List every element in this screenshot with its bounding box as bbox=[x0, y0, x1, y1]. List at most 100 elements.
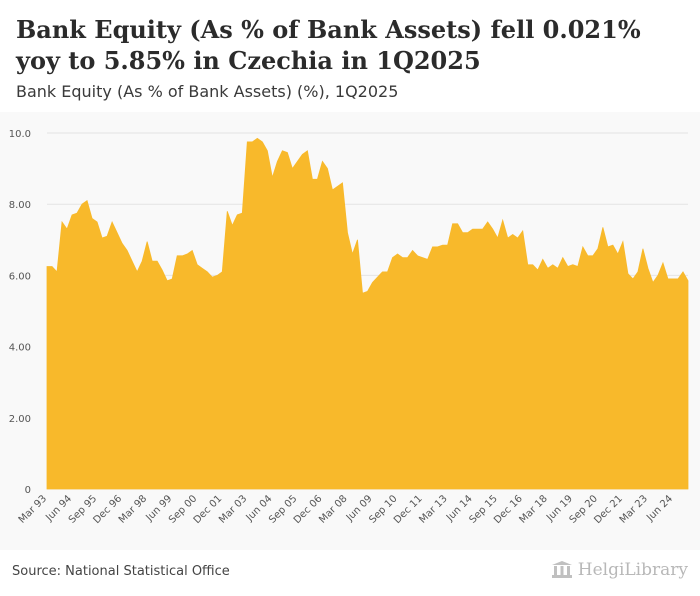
data-point[interactable] bbox=[316, 178, 319, 181]
data-point[interactable] bbox=[621, 240, 624, 243]
data-point[interactable] bbox=[491, 228, 494, 231]
data-point[interactable] bbox=[516, 237, 519, 240]
data-point[interactable] bbox=[636, 270, 639, 273]
data-point[interactable] bbox=[687, 279, 690, 282]
data-point[interactable] bbox=[461, 231, 464, 234]
data-point[interactable] bbox=[141, 260, 144, 263]
data-point[interactable] bbox=[416, 254, 419, 257]
data-point[interactable] bbox=[171, 277, 174, 280]
data-point[interactable] bbox=[541, 258, 544, 261]
data-point[interactable] bbox=[586, 254, 589, 257]
data-point[interactable] bbox=[286, 151, 289, 154]
data-point[interactable] bbox=[471, 228, 474, 231]
data-point[interactable] bbox=[146, 240, 149, 243]
data-point[interactable] bbox=[186, 253, 189, 256]
data-point[interactable] bbox=[626, 272, 629, 275]
data-point[interactable] bbox=[126, 249, 129, 252]
data-point[interactable] bbox=[116, 231, 119, 234]
data-point[interactable] bbox=[431, 245, 434, 248]
data-point[interactable] bbox=[191, 249, 194, 252]
data-point[interactable] bbox=[611, 244, 614, 247]
data-point[interactable] bbox=[591, 254, 594, 257]
data-point[interactable] bbox=[236, 213, 239, 216]
data-point[interactable] bbox=[91, 217, 94, 220]
data-point[interactable] bbox=[161, 269, 164, 272]
data-point[interactable] bbox=[601, 226, 604, 229]
data-point[interactable] bbox=[386, 270, 389, 273]
data-point[interactable] bbox=[676, 277, 679, 280]
data-point[interactable] bbox=[421, 256, 424, 259]
data-point[interactable] bbox=[176, 254, 179, 257]
data-point[interactable] bbox=[456, 222, 459, 225]
data-point[interactable] bbox=[426, 258, 429, 261]
data-point[interactable] bbox=[341, 181, 344, 184]
data-point[interactable] bbox=[366, 290, 369, 293]
data-point[interactable] bbox=[651, 281, 654, 284]
data-point[interactable] bbox=[531, 263, 534, 266]
data-point[interactable] bbox=[201, 267, 204, 270]
data-point[interactable] bbox=[351, 253, 354, 256]
data-point[interactable] bbox=[331, 188, 334, 191]
data-point[interactable] bbox=[281, 149, 284, 152]
data-point[interactable] bbox=[56, 270, 59, 273]
data-point[interactable] bbox=[276, 160, 279, 163]
data-point[interactable] bbox=[371, 281, 374, 284]
data-point[interactable] bbox=[206, 270, 209, 273]
data-point[interactable] bbox=[511, 233, 514, 236]
data-point[interactable] bbox=[221, 270, 224, 273]
data-point[interactable] bbox=[306, 149, 309, 152]
data-point[interactable] bbox=[656, 274, 659, 277]
data-point[interactable] bbox=[391, 256, 394, 259]
data-point[interactable] bbox=[66, 228, 69, 231]
data-point[interactable] bbox=[336, 185, 339, 188]
data-point[interactable] bbox=[401, 256, 404, 259]
data-point[interactable] bbox=[561, 256, 564, 259]
data-point[interactable] bbox=[646, 267, 649, 270]
data-point[interactable] bbox=[156, 260, 159, 263]
data-point[interactable] bbox=[536, 269, 539, 272]
data-point[interactable] bbox=[251, 140, 254, 143]
data-point[interactable] bbox=[271, 176, 274, 179]
data-point[interactable] bbox=[226, 210, 229, 213]
data-point[interactable] bbox=[411, 249, 414, 252]
data-point[interactable] bbox=[196, 263, 199, 266]
data-point[interactable] bbox=[666, 277, 669, 280]
data-point[interactable] bbox=[326, 167, 329, 170]
data-point[interactable] bbox=[81, 203, 84, 206]
data-point[interactable] bbox=[476, 228, 479, 231]
data-point[interactable] bbox=[671, 277, 674, 280]
data-point[interactable] bbox=[356, 238, 359, 241]
data-point[interactable] bbox=[311, 178, 314, 181]
data-point[interactable] bbox=[246, 140, 249, 143]
data-point[interactable] bbox=[681, 270, 684, 273]
data-point[interactable] bbox=[466, 231, 469, 234]
data-point[interactable] bbox=[301, 153, 304, 156]
data-point[interactable] bbox=[486, 221, 489, 224]
data-point[interactable] bbox=[266, 149, 269, 152]
data-point[interactable] bbox=[61, 221, 64, 224]
data-point[interactable] bbox=[211, 276, 214, 279]
data-point[interactable] bbox=[136, 270, 139, 273]
data-point[interactable] bbox=[606, 245, 609, 248]
data-point[interactable] bbox=[106, 235, 109, 238]
data-point[interactable] bbox=[396, 253, 399, 256]
helgi-library-logo[interactable]: HelgiLibrary bbox=[551, 560, 688, 580]
data-point[interactable] bbox=[381, 270, 384, 273]
data-point[interactable] bbox=[556, 267, 559, 270]
data-point[interactable] bbox=[641, 247, 644, 250]
data-point[interactable] bbox=[321, 160, 324, 163]
data-point[interactable] bbox=[506, 237, 509, 240]
data-point[interactable] bbox=[231, 224, 234, 227]
data-point[interactable] bbox=[551, 263, 554, 266]
data-point[interactable] bbox=[521, 229, 524, 232]
data-point[interactable] bbox=[166, 279, 169, 282]
data-point[interactable] bbox=[481, 228, 484, 231]
data-point[interactable] bbox=[96, 221, 99, 224]
data-point[interactable] bbox=[346, 231, 349, 234]
data-point[interactable] bbox=[296, 160, 299, 163]
data-point[interactable] bbox=[616, 253, 619, 256]
data-point[interactable] bbox=[111, 221, 114, 224]
data-point[interactable] bbox=[441, 244, 444, 247]
data-point[interactable] bbox=[46, 265, 49, 268]
data-point[interactable] bbox=[571, 263, 574, 266]
